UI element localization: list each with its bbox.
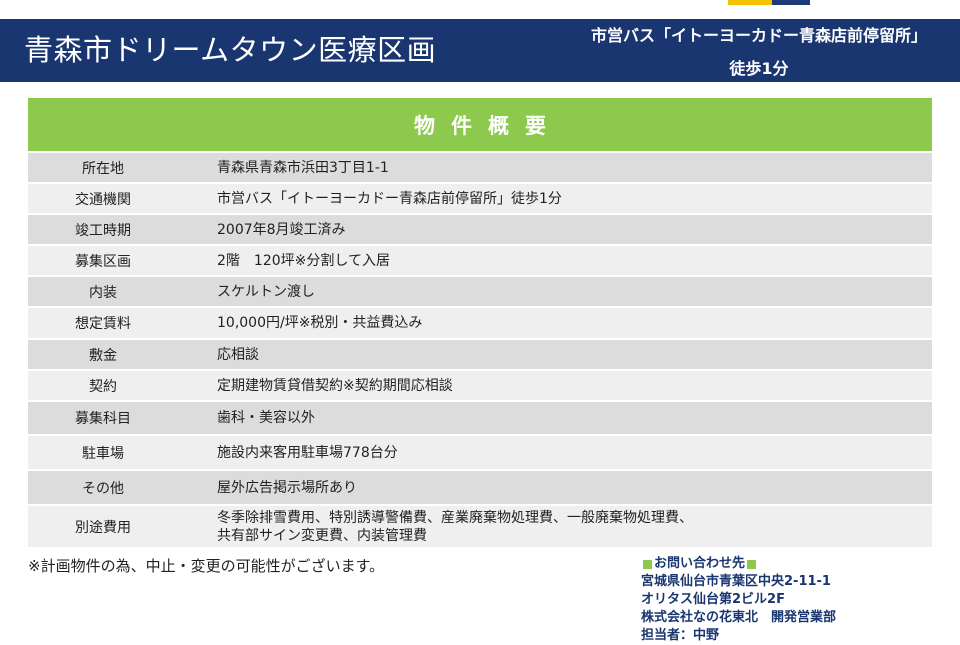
row-value: 2007年8月竣工済み <box>217 221 346 238</box>
row-label: 募集区画 <box>75 253 131 270</box>
green-square-icon <box>643 559 652 569</box>
row-label: 内装 <box>89 284 117 301</box>
table-row: 所在地 青森県青森市浜田3丁目1-1 <box>28 153 932 182</box>
table-row: 想定賃料 10,000円/坪※税別・共益費込み <box>28 306 932 338</box>
contact-building: オリタス仙台第2ビル2F <box>641 592 785 607</box>
row-label: 所在地 <box>82 160 124 177</box>
summary-title: 物件概要 <box>414 113 562 138</box>
row-value: 応相談 <box>217 346 259 363</box>
row-value: 屋外広告掲示場所あり <box>217 479 357 496</box>
row-value: 施設内来客用駐車場778台分 <box>217 444 398 461</box>
contact-person: 担当者：中野 <box>641 628 720 643</box>
row-label: 募集科目 <box>75 411 131 427</box>
row-value: 歯科・美容以外 <box>217 410 315 426</box>
row-value-line: 共有部サイン変更費、内装管理費 <box>217 527 427 544</box>
contact-block: お問い合わせ先 宮城県仙台市青葉区中央2-11-1 オリタス仙台第2ビル2F 株… <box>641 555 941 645</box>
row-value-multiline: 冬季除排雪費用、特別誘導警備費、産業廃棄物処理費、一般廃棄物処理費、 共有部サイ… <box>178 506 932 547</box>
row-value: 青森県青森市浜田3丁目1-1 <box>217 159 389 176</box>
page-title: 青森市ドリームタウン医療区画 <box>24 33 437 67</box>
table-row: 交通機関 市営バス「イトーヨーカドー青森店前停留所」徒歩1分 <box>28 182 932 213</box>
row-label: 別途費用 <box>75 519 131 536</box>
contact-company: 株式会社なの花東北 開発営業部 <box>641 610 837 625</box>
green-square-icon <box>747 559 757 569</box>
row-label: 想定賃料 <box>75 316 131 332</box>
table-row: 内装 スケルトン渡し <box>28 275 932 306</box>
table-row: 駐車場 施設内来客用駐車場778台分 <box>28 434 932 469</box>
contact-heading: お問い合わせ先 <box>641 555 941 573</box>
property-spec-table: 所在地 青森県青森市浜田3丁目1-1 交通機関 市営バス「イトーヨーカドー青森店… <box>28 153 932 547</box>
row-value: 市営バス「イトーヨーカドー青森店前停留所」徒歩1分 <box>217 190 562 207</box>
summary-band: 物件概要 <box>28 98 932 151</box>
row-label: 竣工時期 <box>75 222 131 239</box>
table-row: 竣工時期 2007年8月竣工済み <box>28 213 932 244</box>
table-row: 敷金 応相談 <box>28 338 932 369</box>
table-row: 別途費用 冬季除排雪費用、特別誘導警備費、産業廃棄物処理費、一般廃棄物処理費、 … <box>28 504 932 547</box>
contact-address: 宮城県仙台市青葉区中央2-11-1 <box>641 574 831 589</box>
header-banner: 青森市ドリームタウン医療区画 市営バス「イトーヨーカドー青森店前停留所」 徒歩1… <box>0 19 960 82</box>
row-label: 敷金 <box>89 347 117 364</box>
row-value: 定期建物賃貸借契約※契約期間応相談 <box>217 377 453 394</box>
table-row: 募集区画 2階 120坪※分割して入居 <box>28 244 932 275</box>
row-label: 契約 <box>89 378 117 395</box>
row-value: 2階 120坪※分割して入居 <box>217 252 390 269</box>
row-value-line: 冬季除排雪費用、特別誘導警備費、産業廃棄物処理費、一般廃棄物処理費、 <box>217 509 693 526</box>
accent-bar-blue <box>772 0 810 5</box>
table-row: 募集科目 歯科・美容以外 <box>28 400 932 434</box>
header-walk-time: 徒歩1分 <box>729 59 789 78</box>
row-label: 交通機関 <box>75 191 131 208</box>
row-label: 駐車場 <box>82 445 124 462</box>
row-value: スケルトン渡し <box>217 283 315 300</box>
header-bus-stop: 市営バス「イトーヨーカドー青森店前停留所」 <box>590 26 927 45</box>
notice-text: ※計画物件の為、中止・変更の可能性がございます。 <box>28 557 385 575</box>
row-label: その他 <box>82 480 124 497</box>
accent-bar-yellow <box>728 0 772 5</box>
row-value: 10,000円/坪※税別・共益費込み <box>217 315 423 331</box>
table-row: その他 屋外広告掲示場所あり <box>28 469 932 504</box>
contact-heading-label: お問い合わせ先 <box>654 556 746 571</box>
table-row: 契約 定期建物賃貸借契約※契約期間応相談 <box>28 369 932 400</box>
